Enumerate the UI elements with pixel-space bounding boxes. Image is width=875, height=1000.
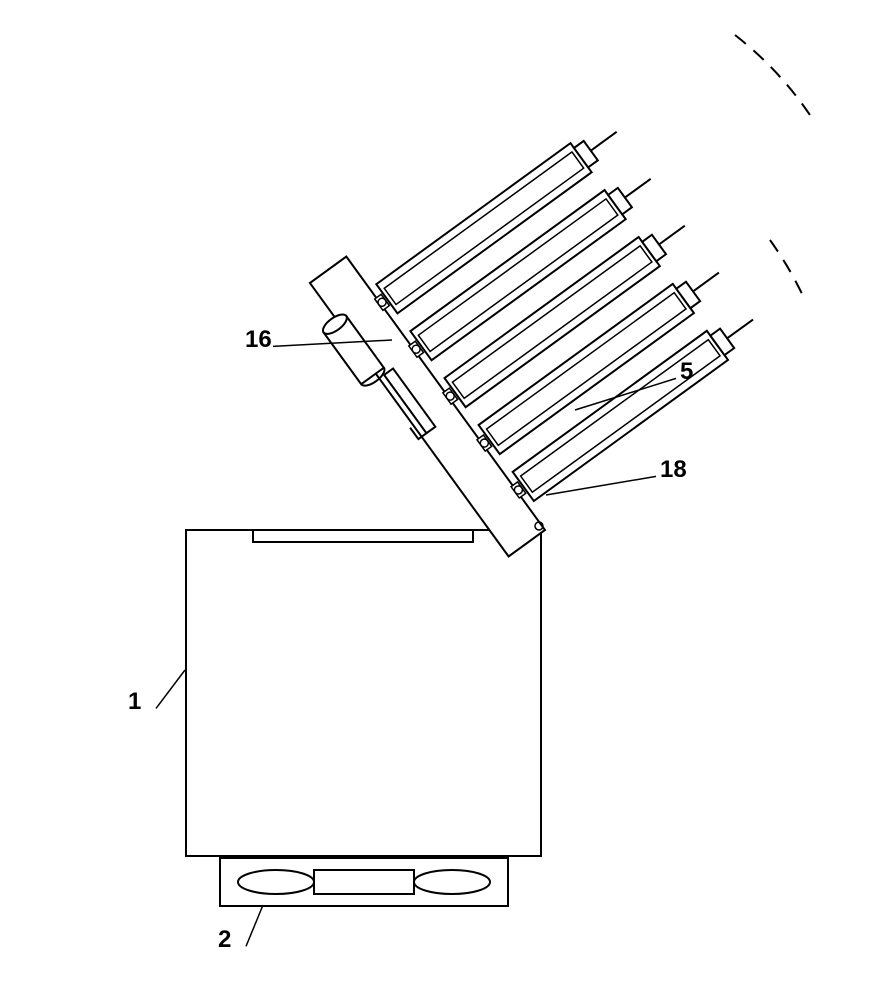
technical-diagram — [0, 0, 875, 1000]
tilted-assembly — [295, 85, 781, 567]
main-box — [186, 530, 541, 856]
part-label-2: 2 — [218, 926, 231, 954]
base-assembly — [220, 858, 508, 906]
tubes — [368, 117, 763, 507]
part-label-18: 18 — [660, 456, 687, 484]
part-label-5: 5 — [680, 358, 693, 386]
part-label-16: 16 — [245, 326, 272, 354]
part-label-1: 1 — [128, 688, 141, 716]
